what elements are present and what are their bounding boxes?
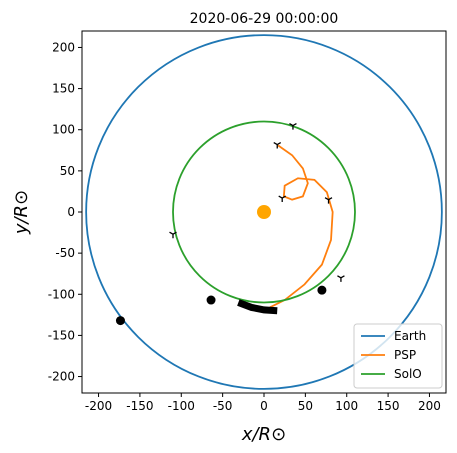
legend-label: SolO: [394, 367, 422, 381]
y-tick-label: 150: [52, 82, 75, 96]
orbit-path: [269, 144, 334, 309]
legend-box: [353, 323, 443, 389]
legend-label: PSP: [394, 348, 416, 362]
y-tick-label: -150: [48, 328, 75, 342]
x-tick-label: 100: [335, 399, 358, 413]
tri-marker: [278, 195, 287, 203]
position-dot: [115, 316, 125, 326]
y-tick-label: -50: [55, 246, 75, 260]
position-dot: [206, 295, 216, 305]
x-tick-label: 0: [260, 399, 268, 413]
y-tick-label: 0: [67, 205, 75, 219]
plot-frame: [81, 30, 447, 394]
x-tick-label: -50: [213, 399, 233, 413]
x-tick-label: -100: [168, 399, 195, 413]
plot-area: [85, 34, 443, 390]
position-dot: [317, 285, 327, 295]
x-tick-label: 200: [418, 399, 441, 413]
x-axis-label: x/R⊙: [241, 424, 286, 445]
chart-title: 2020-06-29 00:00:00: [190, 11, 339, 27]
x-tick-label: 150: [377, 399, 400, 413]
tri-marker: [324, 197, 333, 204]
tri-marker: [169, 231, 177, 239]
x-tick-label: 50: [298, 399, 313, 413]
tri-marker: [337, 275, 345, 282]
y-tick-label: -200: [48, 370, 75, 384]
x-tick-label: -150: [126, 399, 153, 413]
x-tick-label: -200: [85, 399, 112, 413]
y-tick-label: -100: [48, 287, 75, 301]
y-tick-label: 100: [52, 123, 75, 137]
y-tick-label: 200: [52, 40, 75, 54]
orbit-circle: [172, 120, 356, 304]
legend-label: Earth: [394, 329, 426, 343]
y-tick-label: 50: [60, 164, 75, 178]
track: [237, 299, 278, 315]
orbit-circle: [85, 34, 443, 390]
tri-marker: [273, 141, 282, 149]
tri-marker: [289, 123, 297, 130]
sun: [257, 205, 271, 219]
y-axis-label: y/R⊙: [11, 190, 32, 235]
